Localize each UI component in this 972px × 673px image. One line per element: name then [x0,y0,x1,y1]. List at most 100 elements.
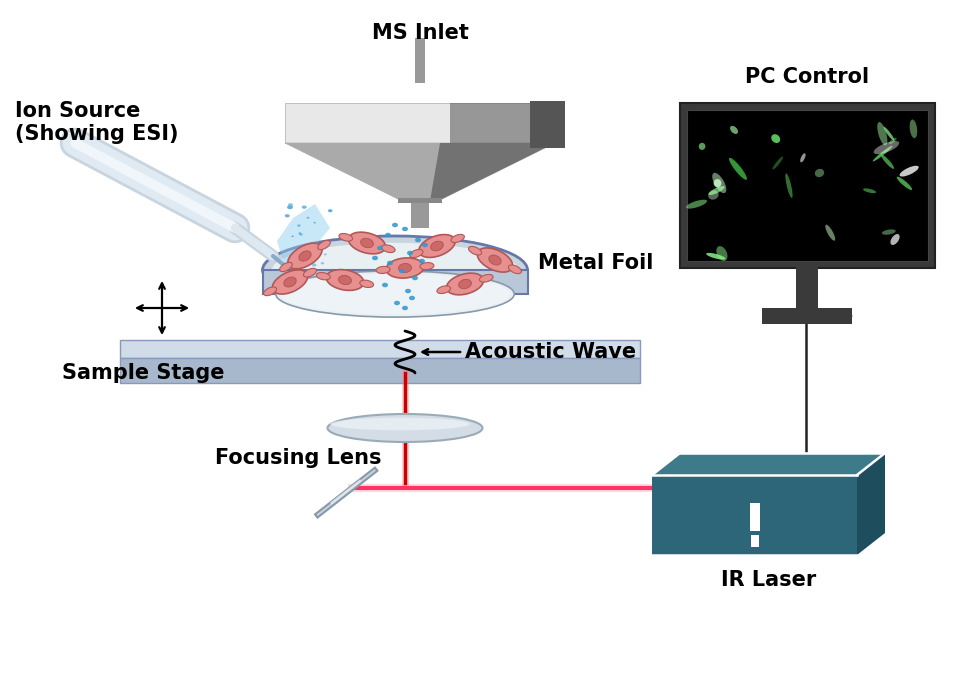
Ellipse shape [489,255,502,265]
Ellipse shape [280,262,293,272]
Text: Sample Stage: Sample Stage [62,363,225,383]
Ellipse shape [884,127,894,141]
Ellipse shape [328,414,482,442]
Ellipse shape [405,289,411,293]
Ellipse shape [863,188,876,193]
Ellipse shape [412,276,418,280]
Ellipse shape [361,238,373,248]
Ellipse shape [288,203,293,207]
Polygon shape [120,340,640,358]
Bar [415,38,425,83]
Ellipse shape [381,245,395,252]
Ellipse shape [437,286,451,293]
Text: Metal Foil: Metal Foil [538,253,653,273]
Polygon shape [277,204,330,268]
Ellipse shape [415,238,421,242]
Bar [762,308,852,324]
Ellipse shape [910,120,918,138]
Ellipse shape [897,177,912,190]
Ellipse shape [288,243,322,269]
Ellipse shape [479,275,493,282]
Ellipse shape [459,279,471,289]
Ellipse shape [882,229,895,235]
Ellipse shape [878,122,887,145]
Ellipse shape [298,232,301,234]
Ellipse shape [419,258,425,263]
Ellipse shape [290,254,293,256]
Ellipse shape [815,169,824,177]
Polygon shape [652,475,857,555]
Ellipse shape [376,267,390,273]
Ellipse shape [298,260,303,263]
Ellipse shape [399,269,405,273]
Ellipse shape [349,232,386,254]
Ellipse shape [306,217,309,219]
Ellipse shape [431,241,443,251]
Ellipse shape [299,251,311,261]
Ellipse shape [888,138,896,144]
Ellipse shape [338,275,352,285]
Ellipse shape [262,236,528,304]
Ellipse shape [707,253,725,260]
Text: Focusing Lens: Focusing Lens [215,448,381,468]
Polygon shape [530,101,565,148]
Polygon shape [315,468,377,518]
Ellipse shape [469,246,481,255]
Ellipse shape [318,240,330,250]
Ellipse shape [284,277,296,287]
Polygon shape [652,453,885,475]
Ellipse shape [730,126,738,134]
Ellipse shape [372,256,378,260]
Ellipse shape [386,258,424,278]
Ellipse shape [402,306,408,310]
Ellipse shape [399,264,411,273]
Ellipse shape [385,233,391,238]
Text: MS Inlet: MS Inlet [371,23,469,43]
Ellipse shape [328,209,332,212]
Ellipse shape [285,214,290,217]
Ellipse shape [762,310,852,322]
Ellipse shape [272,243,518,297]
Ellipse shape [713,179,721,187]
Ellipse shape [881,155,894,169]
Ellipse shape [314,258,317,260]
Polygon shape [430,143,555,201]
Ellipse shape [327,270,364,290]
Ellipse shape [303,269,317,277]
Polygon shape [450,103,555,143]
Ellipse shape [321,262,325,264]
Ellipse shape [402,227,408,232]
Ellipse shape [709,186,725,195]
Ellipse shape [699,143,706,150]
Ellipse shape [800,153,806,162]
Ellipse shape [317,273,330,280]
Ellipse shape [729,157,746,180]
Ellipse shape [287,205,293,209]
Text: Acoustic Wave: Acoustic Wave [465,342,636,362]
Ellipse shape [263,287,277,295]
Ellipse shape [773,157,783,170]
Bar [750,503,760,531]
Ellipse shape [312,264,317,267]
Ellipse shape [890,234,900,245]
Bar [796,266,818,310]
Ellipse shape [712,173,726,193]
Ellipse shape [293,257,295,259]
Ellipse shape [785,174,792,198]
Ellipse shape [407,251,413,255]
Ellipse shape [280,274,510,314]
Ellipse shape [301,205,307,209]
Bar [411,198,429,228]
Ellipse shape [873,146,892,162]
Ellipse shape [309,254,315,258]
Ellipse shape [451,234,465,242]
Ellipse shape [686,200,707,209]
Ellipse shape [422,243,428,247]
Polygon shape [680,103,935,268]
Ellipse shape [324,254,327,255]
Ellipse shape [508,265,521,274]
Ellipse shape [477,248,513,272]
Ellipse shape [272,270,308,294]
Ellipse shape [377,246,383,250]
Ellipse shape [302,249,307,252]
